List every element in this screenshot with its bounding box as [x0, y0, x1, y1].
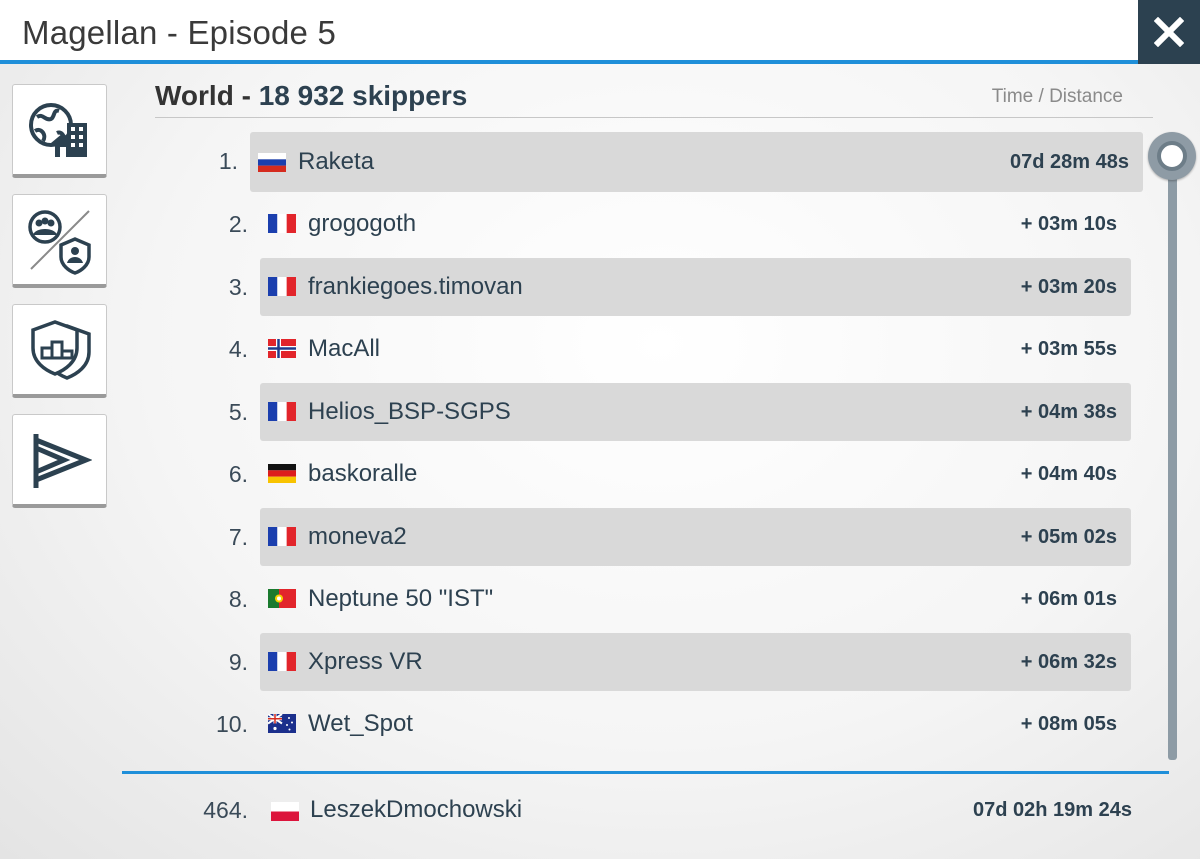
scrollbar-handle-ring: [1157, 141, 1187, 171]
row-time: + 03m 20s: [1020, 276, 1117, 298]
row-time: + 06m 01s: [1020, 588, 1117, 610]
norway-flag-icon: [268, 339, 296, 358]
table-row[interactable]: 3. frankiegoes.timovan + 03m 20s: [229, 258, 1131, 316]
table-row[interactable]: 2. grogogoth + 03m 10s: [229, 195, 1131, 253]
groups-switch-icon: [27, 209, 91, 275]
close-icon: [1154, 17, 1184, 47]
table-row[interactable]: 7. moneva2 + 05m 02s: [229, 508, 1131, 566]
sidebar-podium-button[interactable]: [12, 304, 107, 398]
france-flag-icon: [268, 652, 296, 671]
france-flag-icon: [268, 527, 296, 546]
australia-flag-icon: [268, 714, 296, 733]
row-time: + 03m 10s: [1020, 213, 1117, 235]
scrollbar-handle[interactable]: [1148, 132, 1196, 180]
table-row[interactable]: 9. Xpress VR + 06m 32s: [229, 633, 1131, 691]
sidebar-world-button[interactable]: [12, 84, 107, 178]
row-rank: 8.: [228, 586, 248, 612]
top-bar: Magellan - Episode 5: [0, 0, 1200, 64]
france-flag-icon: [268, 214, 296, 233]
row-skipper-name: Helios_BSP-SGPS: [308, 398, 511, 425]
germany-flag-icon: [268, 464, 296, 483]
russia-flag-icon: [258, 153, 286, 172]
pennant-flag-icon: [33, 433, 92, 488]
row-rank: 5.: [228, 399, 248, 425]
time-distance-column-label: Time / Distance: [991, 86, 1123, 107]
table-row[interactable]: 6. baskoralle + 04m 40s: [229, 445, 1131, 503]
row-rank: 6.: [228, 461, 248, 487]
table-row[interactable]: 1. Raketa 07d 28m 48s: [219, 132, 1143, 192]
own-time: 07d 02h 19m 24s: [973, 799, 1132, 821]
row-skipper-name: baskoralle: [308, 460, 418, 487]
own-rank-separator: [122, 771, 1169, 774]
own-rank: 464.: [203, 797, 248, 823]
table-row[interactable]: 5. Helios_BSP-SGPS + 04m 38s: [229, 383, 1131, 441]
sidebar-race-button[interactable]: [12, 414, 107, 508]
row-rank: 9.: [228, 649, 248, 675]
row-skipper-name: Wet_Spot: [308, 710, 413, 737]
skipper-count: 18 932 skippers: [258, 80, 468, 111]
row-time: + 06m 32s: [1020, 651, 1117, 673]
table-row[interactable]: 4. MacAll + 03m 55s: [229, 320, 1131, 378]
table-row[interactable]: 10. Wet_Spot + 08m 05s: [216, 695, 1131, 753]
row-time: + 04m 38s: [1020, 401, 1117, 423]
row-skipper-name: grogogoth: [308, 210, 417, 237]
row-rank: 7.: [228, 524, 248, 550]
scope-label: World -: [155, 80, 251, 111]
row-rank: 4.: [228, 336, 248, 362]
row-rank: 10.: [216, 711, 248, 737]
france-flag-icon: [268, 277, 296, 296]
row-rank: 1.: [218, 148, 238, 174]
row-skipper-name: Xpress VR: [308, 648, 423, 675]
leaderboard-heading: World - 18 932 skippers Time / Distance: [155, 80, 1153, 118]
close-button[interactable]: [1138, 0, 1200, 64]
row-time: 07d 28m 48s: [1010, 151, 1129, 173]
row-time: + 04m 40s: [1020, 463, 1117, 485]
row-skipper-name: frankiegoes.timovan: [308, 273, 523, 300]
leaderboard-scope: World - 18 932 skippers: [155, 80, 467, 112]
row-time: + 05m 02s: [1020, 526, 1117, 548]
scrollbar-track[interactable]: [1168, 160, 1177, 760]
table-row[interactable]: 8. Neptune 50 "IST" + 06m 01s: [229, 570, 1131, 628]
sidebar-groups-button[interactable]: [12, 194, 107, 288]
portugal-flag-icon: [268, 589, 296, 608]
france-flag-icon: [268, 402, 296, 421]
row-time: + 03m 55s: [1020, 338, 1117, 360]
own-skipper-name: LeszekDmochowski: [310, 796, 523, 823]
globe-building-icon: [28, 102, 87, 157]
row-rank: 2.: [228, 211, 248, 237]
podium-shield-icon: [30, 319, 91, 380]
own-rank-row[interactable]: 464. LeszekDmochowski 07d 02h 19m 24s: [122, 780, 1169, 840]
row-skipper-name: moneva2: [308, 523, 407, 550]
row-rank: 3.: [228, 274, 248, 300]
page-title: Magellan - Episode 5: [22, 14, 337, 51]
row-skipper-name: MacAll: [308, 335, 381, 362]
poland-flag-icon: [271, 802, 299, 821]
row-skipper-name: Raketa: [298, 148, 375, 175]
row-time: + 08m 05s: [1020, 713, 1117, 735]
row-skipper-name: Neptune 50 "IST": [308, 585, 494, 612]
